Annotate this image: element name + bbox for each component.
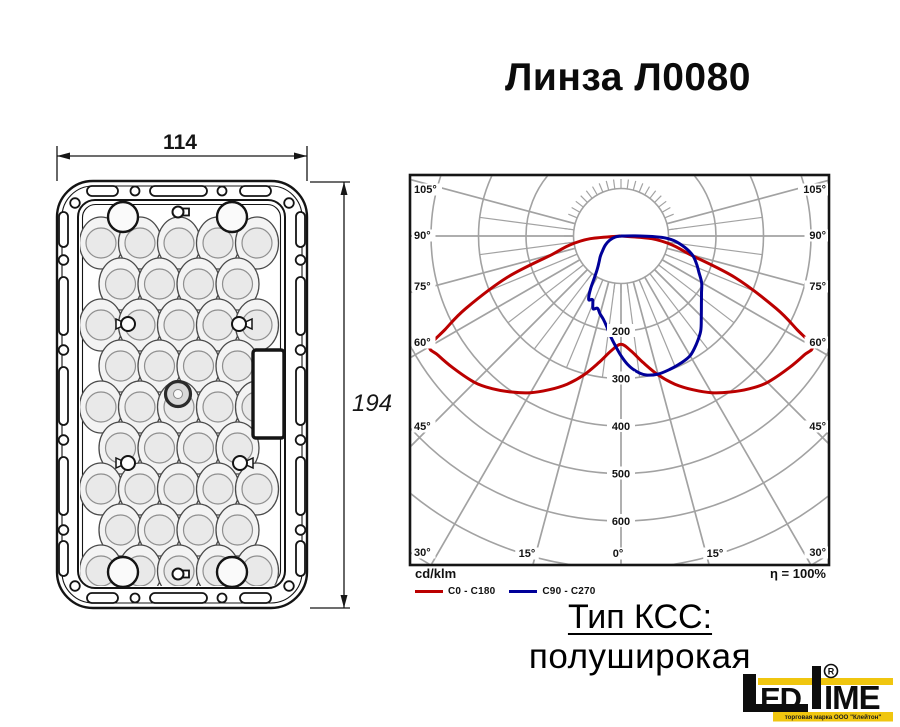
lens-dimple-inner bbox=[143, 514, 176, 546]
kcc-type-block: Тип КСС: полуширокая bbox=[440, 597, 840, 677]
angle-tick-label: 15° bbox=[519, 548, 536, 560]
angle-tick-label: 105° bbox=[803, 184, 826, 196]
registered-mark-circle bbox=[823, 663, 839, 679]
lens-dimple-inner bbox=[163, 473, 195, 505]
lens-dimple-inner bbox=[163, 227, 195, 259]
connector-cutout bbox=[251, 348, 286, 440]
angle-tick-label: 75° bbox=[809, 281, 826, 293]
lens-technical-drawing: 114 194 bbox=[55, 131, 392, 610]
pinch-feature bbox=[115, 316, 254, 471]
logo-subtitle: торговая марка ООО "Клейтон" bbox=[785, 714, 882, 721]
mounting-hole bbox=[215, 555, 249, 589]
lens-dimple-inner bbox=[202, 391, 234, 423]
lens-dimple-inner bbox=[163, 309, 195, 341]
kcc-type-heading: Тип КСС: bbox=[567, 598, 713, 636]
polar-grid bbox=[411, 176, 828, 564]
lens-dimple-inner bbox=[104, 268, 137, 300]
logo-top-bar bbox=[758, 678, 893, 685]
angle-tick-label: 60° bbox=[414, 337, 431, 349]
curve-C90-C270 bbox=[587, 234, 704, 377]
lens-dimple-inner bbox=[104, 514, 137, 546]
lens-dimple-inner bbox=[221, 268, 254, 300]
lens-dimple-inner bbox=[182, 432, 215, 464]
lens-dimple-inner bbox=[85, 473, 117, 505]
radial-tick-label: 400 bbox=[612, 421, 630, 433]
kcc-type-value: полуширокая bbox=[528, 637, 752, 676]
angle-tick-label: 45° bbox=[414, 421, 431, 433]
logo-t-stem bbox=[812, 666, 821, 709]
radial-tick-label: 500 bbox=[612, 469, 630, 481]
dimension-annotations: 114 194 bbox=[56, 131, 392, 609]
flange-holes bbox=[57, 185, 307, 604]
lens-dimple-inner bbox=[202, 227, 234, 259]
lens-dimple-inner bbox=[104, 350, 137, 382]
lens-dimple-inner bbox=[182, 268, 215, 300]
ledtime-logo: ED R IME торговая марка ООО "Клейтон" bbox=[743, 663, 893, 722]
legend-label-c0-c180: C0 - C180 bbox=[448, 586, 496, 597]
angle-tick-label: 0° bbox=[613, 548, 624, 560]
lens-dimple-inner bbox=[85, 227, 117, 259]
lens-dimple-inner bbox=[85, 309, 117, 341]
key-feature bbox=[171, 205, 190, 581]
angle-tick-label: 30° bbox=[809, 547, 826, 559]
lens-dimple-inner bbox=[241, 473, 273, 505]
lens-dimple-inner bbox=[221, 514, 254, 546]
logo-led-text: ED bbox=[760, 681, 802, 716]
lens-dimple-inner bbox=[124, 473, 156, 505]
mounting-hole bbox=[106, 555, 140, 589]
photometric-polar-chart: 105° 90° 75° 60° 45° 30° 105° 90° 75° 60° 45° 30° 15… bbox=[408, 173, 831, 567]
chart-legend: C0 - C180 C90 - C270 bbox=[415, 586, 610, 597]
lens-dimple-inner bbox=[124, 391, 156, 423]
logo-ime-text: IME bbox=[824, 679, 880, 716]
lens-dimple-inner bbox=[143, 268, 176, 300]
legend-line-c0-c180 bbox=[415, 590, 443, 593]
lens-dimple-inner bbox=[241, 227, 273, 259]
chart-tick-labels: 105° 90° 75° 60° 45° 30° 105° 90° 75° 60° 45° 30° 15… bbox=[412, 183, 828, 560]
curve-C0-C180 bbox=[428, 234, 814, 395]
mounting-hole bbox=[215, 200, 249, 234]
angle-tick-label: 75° bbox=[414, 281, 431, 293]
angle-tick-label: 30° bbox=[414, 547, 431, 559]
page-title: Линза Л0080 bbox=[505, 56, 751, 99]
center-ring bbox=[163, 379, 193, 409]
angle-tick-label: 90° bbox=[414, 230, 431, 242]
lens-dimple-inner bbox=[221, 350, 254, 382]
logo-registered-mark: R bbox=[828, 667, 835, 677]
lens-dimple-inner bbox=[85, 391, 117, 423]
lens-dimple-inner bbox=[124, 227, 156, 259]
mounting-hole bbox=[106, 200, 140, 234]
legend-label-c90-c270: C90 - C270 bbox=[542, 586, 596, 597]
legend-line-c90-c270 bbox=[509, 590, 538, 593]
angle-tick-label: 90° bbox=[809, 230, 826, 242]
angle-tick-label: 45° bbox=[809, 421, 826, 433]
lens-dimple-inner bbox=[182, 514, 215, 546]
logo-bottom-strip bbox=[773, 712, 893, 722]
lens-dimple-inner bbox=[143, 350, 176, 382]
lens-dimple-inner bbox=[182, 350, 215, 382]
lens-dimple-inner bbox=[202, 309, 234, 341]
angle-tick-label: 15° bbox=[707, 548, 724, 560]
radial-tick-label: 200 bbox=[612, 326, 630, 338]
chart-frame bbox=[408, 173, 831, 567]
angle-tick-label: 60° bbox=[809, 337, 826, 349]
angle-tick-label: 105° bbox=[414, 184, 437, 196]
chart-unit-label: cd/klm bbox=[415, 566, 457, 581]
logo-letter-l bbox=[743, 674, 808, 712]
lens-dimple-inner bbox=[143, 432, 176, 464]
efficiency-label: η = 100% bbox=[769, 566, 826, 581]
radial-tick-label: 300 bbox=[612, 374, 630, 386]
radial-tick-label: 600 bbox=[612, 516, 630, 528]
width-dimension-label: 114 bbox=[163, 131, 197, 154]
lens-dimple-inner bbox=[202, 473, 234, 505]
height-dimension-label: 194 bbox=[352, 390, 392, 417]
lens-features bbox=[106, 200, 286, 589]
